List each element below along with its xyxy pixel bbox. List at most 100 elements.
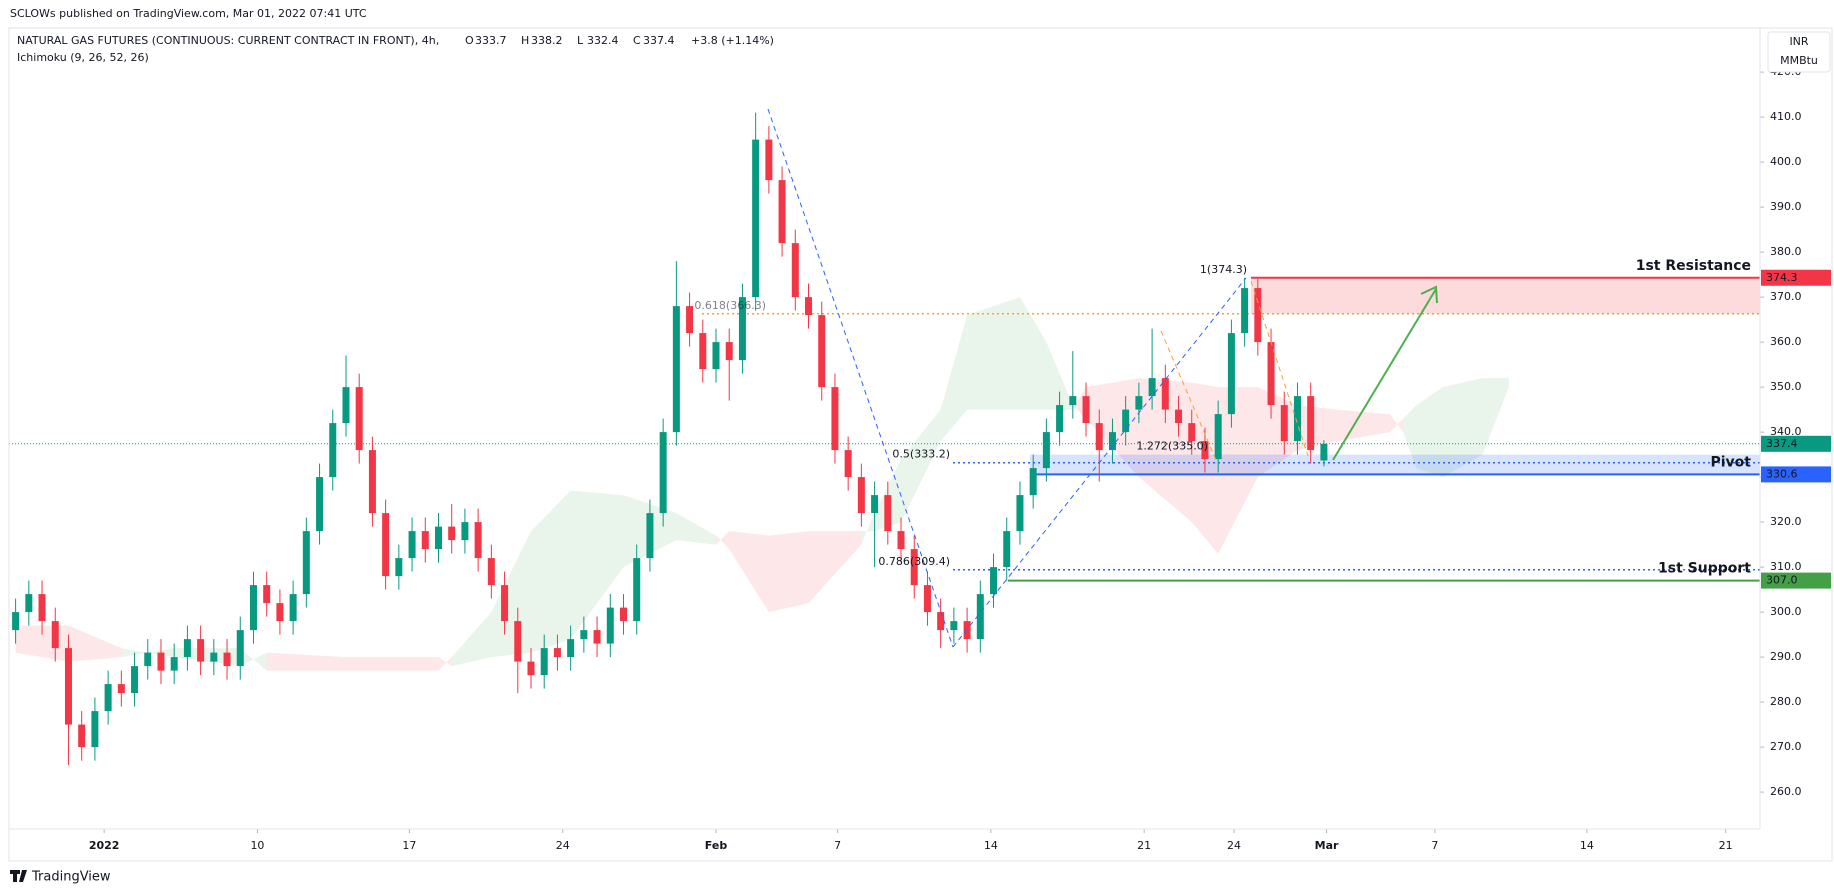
candle-body [249,585,257,631]
candle-body [170,657,178,671]
candle-body [897,531,905,550]
candle-body [553,648,561,658]
candle-body [923,585,931,613]
y-tick-label: 400.0 [1770,155,1802,168]
frame [8,27,1833,862]
candle-body [210,652,218,662]
cloud-segment [861,513,875,545]
candle-body [223,652,231,667]
level-name: 1st Resistance [1636,258,1751,274]
price-badge-label: 374.3 [1766,271,1798,284]
cloud-segment [266,652,346,671]
candle-body [1161,378,1169,410]
fib-label: 1(374.3) [1200,263,1247,276]
x-tick-label: 7 [1431,839,1438,852]
candle-body [633,558,641,622]
candle-body [527,661,535,676]
fib-trendline [767,108,954,648]
candle-body [976,594,984,640]
candle-body [699,333,707,370]
pivot-zone [1030,454,1760,475]
candle-body [950,621,958,631]
candle-body [1201,441,1209,460]
resistance-zone [1251,277,1760,314]
unit: MMBtu [1780,54,1818,67]
currency: INR [1789,35,1808,48]
cloud-segment [1046,342,1073,410]
ohlc-key: C [633,34,641,47]
candle-body [25,594,33,613]
price-badge [1761,435,1831,452]
change: +3.8 (+1.14%) [691,34,774,47]
candle-body [1267,342,1275,406]
candle-body [64,648,72,725]
candle-body [289,594,297,622]
candle-body [593,630,601,644]
candle-body [1254,288,1262,343]
y-tick-label: 310.0 [1770,560,1802,573]
x-tick-label: 2022 [89,839,120,852]
y-tick-label: 410.0 [1770,110,1802,123]
candle-body [1056,405,1064,433]
candle-body [78,724,86,748]
candle-body [382,513,390,577]
unit-box[interactable] [1767,31,1831,73]
price-badge-label: 330.6 [1766,467,1798,480]
cloud-segment [1403,405,1417,469]
x-tick-label: Mar [1315,839,1339,852]
level-name: Pivot [1711,454,1752,470]
cloud-segment [1019,297,1047,410]
candle-body [963,621,971,640]
candle-body [91,711,99,748]
x-tick-label: 24 [1227,839,1241,852]
candle-body [368,450,376,514]
cloud-segment [1442,378,1483,478]
candle-body [514,621,522,662]
candle-body [448,526,456,541]
cloud-segment [438,657,452,671]
candle-body [1082,396,1090,424]
brand: TradingView [31,870,111,885]
candle-body [620,607,628,622]
candle-body [461,522,469,541]
candle-body [712,342,720,370]
y-tick-label: 300.0 [1770,605,1802,618]
labels: 1(374.3) 0.618(366.3) 1.272(335.0) 0.5(333.… [694,258,1831,589]
logo [10,870,27,882]
y-tick-label: 340.0 [1770,425,1802,438]
candle-body [818,315,826,388]
candle-body [329,423,337,478]
zones [9,276,1760,582]
cloud-segment [1337,409,1390,442]
y-tick-label: 380.0 [1770,245,1802,258]
candle-body [263,585,271,604]
candle-body [197,639,205,662]
x-tick-label: 24 [556,839,570,852]
cloud-segment [901,409,941,523]
ohlc-value: 332.4 [587,34,619,47]
candle-body [1069,396,1077,406]
candle-body [316,477,324,532]
candle-body [434,526,442,550]
y-tick-label: 370.0 [1770,290,1802,303]
x-tick-label: 14 [984,839,998,852]
fib-label: 0.5(333.2) [892,448,950,461]
level-name: 1st Support [1658,561,1751,577]
cloud-segment [1218,387,1258,554]
candle-body [395,558,403,577]
cloud-segment [1482,378,1509,455]
ohlc-legend: O 333.7 H 338.2 L 332.4 C 337.4 +3.8 (+1.14%) [465,34,774,47]
header: SCLOWs published on TradingView.com, Mar… [10,7,367,20]
x-tick-label: 17 [402,839,416,852]
fib-trendline [1250,280,1309,457]
cloud-segment [451,612,492,667]
candle-body [1320,443,1328,461]
price-badge-label: 307.0 [1766,574,1798,587]
cloud-segment [570,490,624,640]
candle-body [659,432,667,514]
axes: 260.0270.0280.0290.0300.0310.0320.0330.0… [89,65,1802,852]
candle-body [752,139,760,298]
candle-body [765,139,773,181]
